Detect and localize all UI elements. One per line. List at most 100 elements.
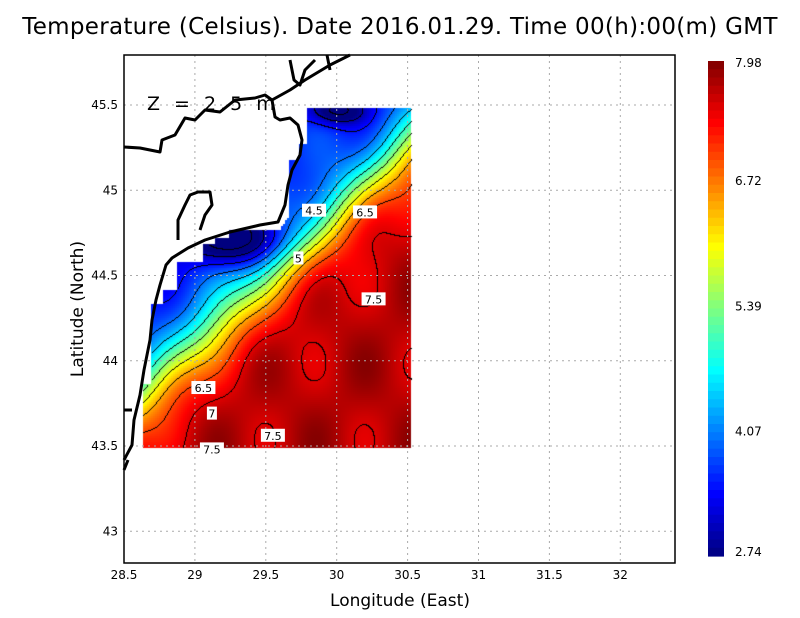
y-tick-label: 45 — [103, 183, 118, 197]
colorbar-segment — [708, 193, 724, 202]
colorbar-segment — [708, 85, 724, 95]
contour-label-bg — [260, 428, 285, 442]
colorbar-segment — [708, 209, 724, 219]
colorbar-segment — [708, 217, 724, 227]
colorbar-segment — [708, 465, 724, 475]
colorbar-label: 4.07 — [735, 424, 762, 438]
contour-label: 7.5 — [203, 443, 221, 456]
colorbar-segment — [708, 267, 724, 277]
colorbar-segment — [708, 275, 724, 285]
colorbar-segment — [708, 391, 724, 400]
colorbar-segment — [708, 127, 724, 136]
x-tick-label: 32 — [613, 568, 628, 582]
colorbar-segment — [708, 407, 724, 417]
colorbar-segment — [708, 226, 724, 235]
x-tick-labels: 28.5 29 29.5 30 30.5 31 31.5 32 — [111, 568, 628, 582]
colorbar-segment — [708, 424, 724, 433]
y-tick-label: 45.5 — [91, 98, 118, 112]
colorbar-segment — [708, 308, 724, 318]
colorbar-segment — [708, 539, 724, 549]
colorbar-segment — [708, 399, 724, 409]
colorbar-segment — [708, 333, 724, 343]
colorbar-label: 2.74 — [735, 545, 762, 559]
contour-label-bg — [353, 205, 378, 219]
colorbar-segment — [708, 448, 724, 458]
colorbar-segment — [708, 514, 724, 524]
colorbar-segment — [708, 432, 724, 442]
colorbar-segment — [708, 184, 724, 194]
colorbar-segment — [708, 283, 724, 293]
colorbar-segment — [708, 523, 724, 532]
colorbar-segment — [708, 135, 724, 145]
contour-label: 5 — [295, 252, 302, 265]
colorbar-segment — [708, 110, 724, 120]
colorbar-segment — [708, 259, 724, 268]
coastline-inlet — [122, 408, 132, 471]
colorbar-segment — [708, 531, 724, 541]
contour-label-bg — [302, 203, 327, 217]
contour-label: 7.5 — [365, 293, 383, 306]
colorbar-label: 7.98 — [735, 56, 762, 70]
colorbar: 7.98 6.72 5.39 4.07 2.74 — [708, 56, 762, 559]
colorbar-segment — [708, 490, 724, 499]
x-axis-label: Longitude (East) — [330, 591, 470, 611]
colorbar-label: 5.39 — [735, 300, 762, 314]
plot-frame — [123, 54, 676, 564]
colorbar-segment — [708, 201, 724, 211]
coastline-bay — [176, 190, 214, 240]
colorbar-segment — [708, 234, 724, 244]
colorbar-segment — [708, 440, 724, 450]
contour-label: 4.5 — [305, 205, 323, 218]
contour-label-bg — [361, 292, 386, 306]
colorbar-segment — [708, 547, 724, 557]
colorbar-segment — [708, 358, 724, 367]
contour-label: 6.5 — [356, 206, 374, 219]
colorbar-segment — [708, 473, 724, 483]
colorbar-segment — [708, 143, 724, 153]
colorbar-segment — [708, 341, 724, 351]
colorbar-segment — [708, 250, 724, 260]
y-tick-label: 44 — [103, 354, 118, 368]
contour-label: 7.5 — [264, 430, 282, 443]
contour-label-bg — [191, 381, 216, 395]
colorbar-segment — [708, 69, 724, 79]
colorbar-segment — [708, 366, 724, 376]
colorbar-segment — [708, 102, 724, 112]
colorbar-segment — [708, 349, 724, 359]
y-tick-label: 43 — [103, 524, 118, 538]
colorbar-segment — [708, 168, 724, 178]
colorbar-segment — [708, 316, 724, 326]
depth-annotation: Z = 2.5 m — [147, 93, 279, 115]
contour-label: 6.5 — [195, 382, 213, 395]
coastline-main — [122, 53, 351, 461]
colorbar-segment — [708, 94, 724, 103]
contour-label-bg — [293, 251, 304, 265]
colorbar-segment — [708, 292, 724, 301]
contour-label: 7 — [208, 408, 215, 421]
x-tick-label: 31.5 — [536, 568, 563, 582]
x-tick-label: 29.5 — [252, 568, 279, 582]
colorbar-segment — [708, 151, 724, 161]
colorbar-segment — [708, 325, 724, 334]
grid — [124, 55, 675, 563]
x-tick-label: 30 — [329, 568, 344, 582]
x-tick-label: 28.5 — [111, 568, 138, 582]
colorbar-segment — [708, 457, 724, 466]
y-tick-labels: 43 43.5 44 44.5 45 45.5 — [91, 98, 118, 538]
coastline-estuary — [288, 54, 332, 87]
colorbar-segment — [708, 382, 724, 392]
y-tick-label: 43.5 — [91, 439, 118, 453]
colorbar-segment — [708, 506, 724, 516]
x-tick-label: 29 — [187, 568, 202, 582]
colorbar-label: 6.72 — [735, 174, 762, 188]
contour-label-bg — [199, 442, 224, 456]
colorbar-segment — [708, 61, 724, 70]
colorbar-segment — [708, 415, 724, 425]
colorbar-segment — [708, 242, 724, 252]
x-tick-label: 30.5 — [394, 568, 421, 582]
y-axis-label: Latitude (North) — [68, 241, 88, 377]
colorbar-segment — [708, 77, 724, 87]
